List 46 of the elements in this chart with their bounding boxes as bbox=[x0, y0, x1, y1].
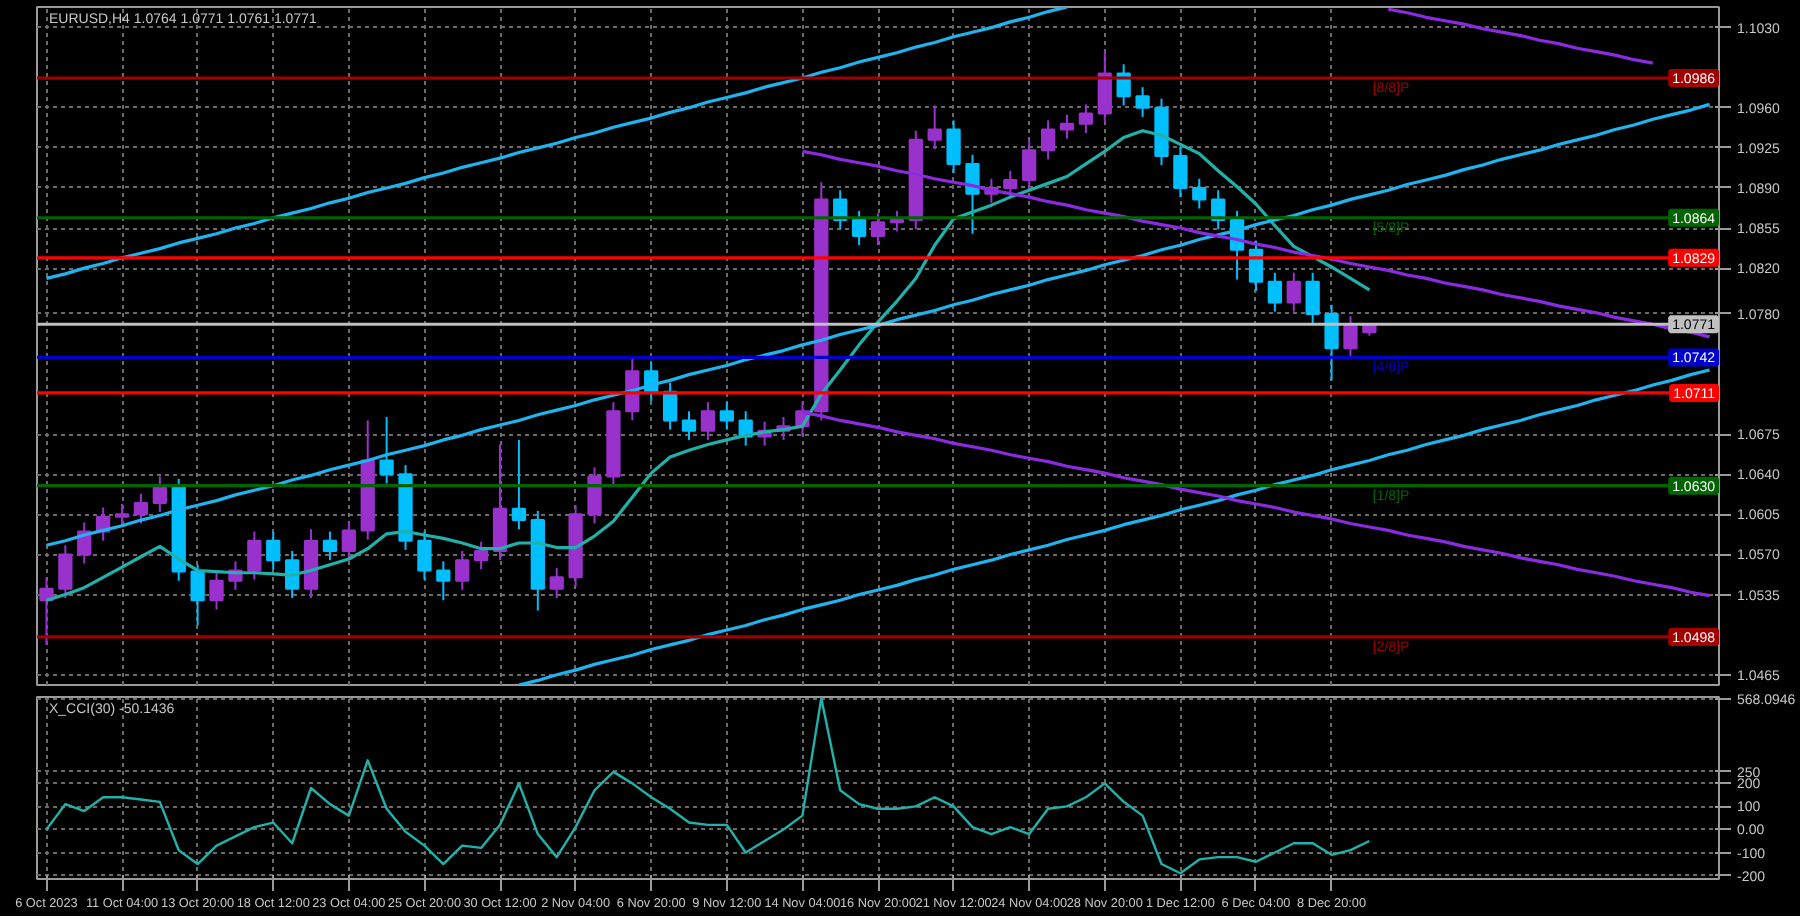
candlestick bbox=[436, 560, 451, 602]
candlestick bbox=[114, 503, 130, 527]
candlestick bbox=[209, 570, 224, 611]
candlestick bbox=[473, 540, 489, 571]
candlestick bbox=[511, 438, 527, 531]
candlestick bbox=[247, 530, 262, 581]
candlestick bbox=[417, 530, 432, 581]
candlestick bbox=[587, 466, 602, 525]
candlestick bbox=[133, 492, 149, 525]
candlestick bbox=[1305, 271, 1320, 325]
candlestick bbox=[927, 104, 942, 151]
candlestick bbox=[1003, 169, 1018, 199]
candlestick bbox=[1192, 177, 1207, 210]
candlestick bbox=[889, 209, 905, 233]
candlestick bbox=[190, 563, 205, 627]
candlestick bbox=[1135, 86, 1150, 118]
candlestick bbox=[1173, 145, 1188, 199]
line-series bbox=[44, 7, 1069, 281]
candlestick bbox=[322, 530, 338, 562]
candlestick bbox=[1267, 271, 1283, 313]
candlestick bbox=[1343, 315, 1358, 359]
candlestick bbox=[1286, 271, 1301, 313]
line-series bbox=[1386, 7, 1655, 65]
candlestick bbox=[870, 212, 886, 247]
line-series bbox=[45, 697, 1371, 875]
candlestick bbox=[700, 401, 716, 441]
candlestick bbox=[681, 410, 697, 441]
candlestick bbox=[851, 209, 867, 247]
candlestick bbox=[1324, 303, 1339, 382]
candlestick bbox=[946, 119, 961, 175]
candlestick bbox=[965, 153, 980, 235]
candlestick bbox=[1040, 119, 1056, 161]
candlestick bbox=[1097, 50, 1112, 124]
line-series bbox=[800, 149, 1712, 339]
candlestick bbox=[266, 530, 281, 571]
candlestick bbox=[379, 416, 394, 485]
candlestick bbox=[549, 567, 564, 599]
candlestick bbox=[455, 550, 470, 591]
candlestick bbox=[1248, 239, 1264, 293]
candlestick bbox=[58, 544, 73, 599]
candlestick bbox=[492, 443, 508, 562]
candlestick bbox=[1078, 103, 1094, 134]
candlestick bbox=[1022, 140, 1037, 191]
candlestick bbox=[1059, 113, 1075, 140]
candlestick bbox=[719, 401, 734, 431]
candlestick bbox=[341, 520, 356, 562]
